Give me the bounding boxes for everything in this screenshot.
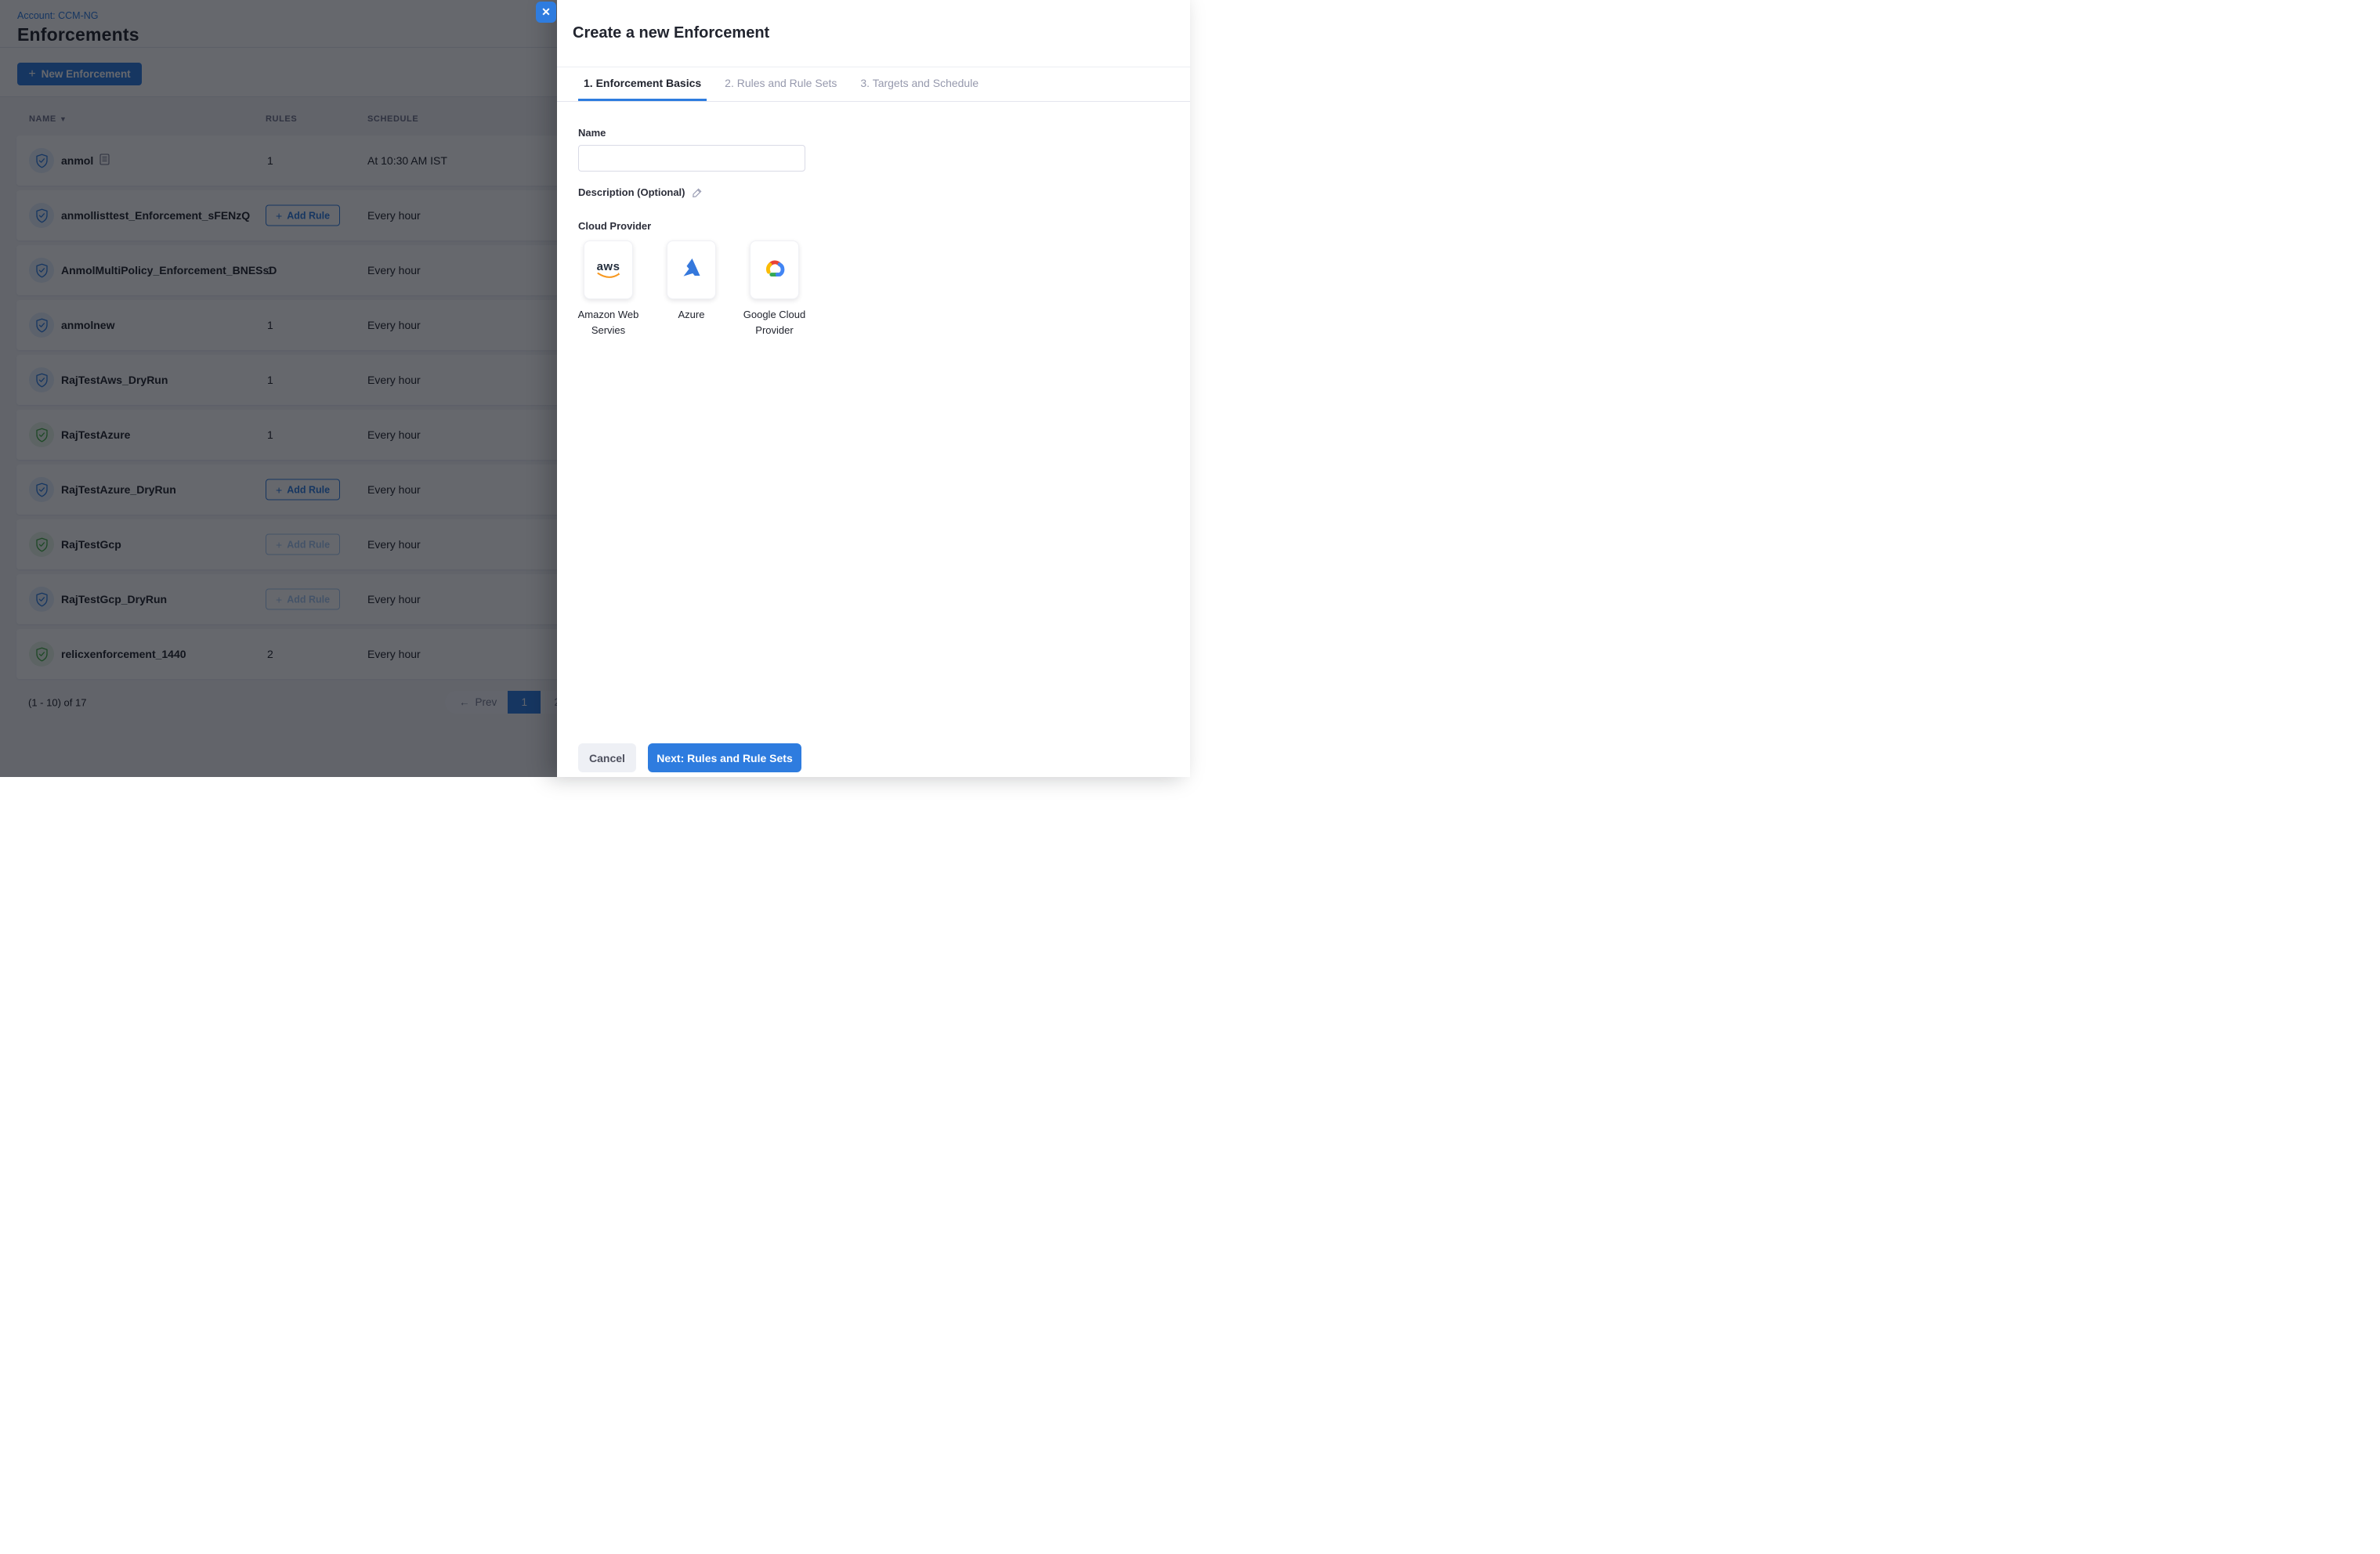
provider-card-aws[interactable]: aws [584, 240, 633, 299]
app-root: Account: CCM-NG Enforcements + New Enfor… [0, 0, 1190, 777]
azure-logo-icon [679, 257, 704, 283]
modal-dim-overlay[interactable] [0, 0, 557, 777]
cancel-button[interactable]: Cancel [578, 743, 636, 772]
close-icon[interactable]: ✕ [536, 2, 556, 23]
gcp-logo-icon [761, 257, 788, 283]
drawer-body: Name Description (Optional) Cloud Provid… [578, 103, 1166, 338]
provider-card-azure[interactable] [667, 240, 716, 299]
provider-option-aws[interactable]: aws Amazon Web Servies [578, 240, 638, 338]
next-button[interactable]: Next: Rules and Rule Sets [648, 743, 801, 772]
provider-option-gcp[interactable]: Google Cloud Provider [743, 240, 805, 338]
name-label: Name [578, 127, 606, 139]
name-input[interactable] [578, 145, 805, 172]
cloud-provider-label: Cloud Provider [578, 220, 652, 232]
aws-logo-icon: aws [597, 260, 620, 280]
cloud-provider-options: aws Amazon Web Servies Azure Google Cloud P… [578, 240, 1166, 338]
provider-card-gcp[interactable] [750, 240, 799, 299]
create-enforcement-drawer: ✕ Create a new Enforcement 1. Enforcemen… [536, 0, 1190, 777]
provider-label: Azure [678, 309, 705, 320]
provider-label: Amazon Web Servies [577, 309, 639, 336]
drawer-tab-1[interactable]: 1. Enforcement Basics [578, 67, 707, 101]
drawer-title: Create a new Enforcement [573, 24, 770, 42]
provider-label: Google Cloud Provider [743, 309, 806, 336]
description-label: Description (Optional) [578, 186, 1166, 198]
drawer-tab-3[interactable]: 3. Targets and Schedule [860, 77, 979, 89]
provider-option-azure[interactable]: Azure [667, 240, 716, 338]
drawer-tab-2[interactable]: 2. Rules and Rule Sets [725, 77, 837, 89]
drawer-tabs: 1. Enforcement Basics 2. Rules and Rule S… [557, 67, 1190, 102]
drawer-footer: Cancel Next: Rules and Rule Sets [578, 743, 801, 772]
pencil-icon[interactable] [692, 187, 703, 198]
